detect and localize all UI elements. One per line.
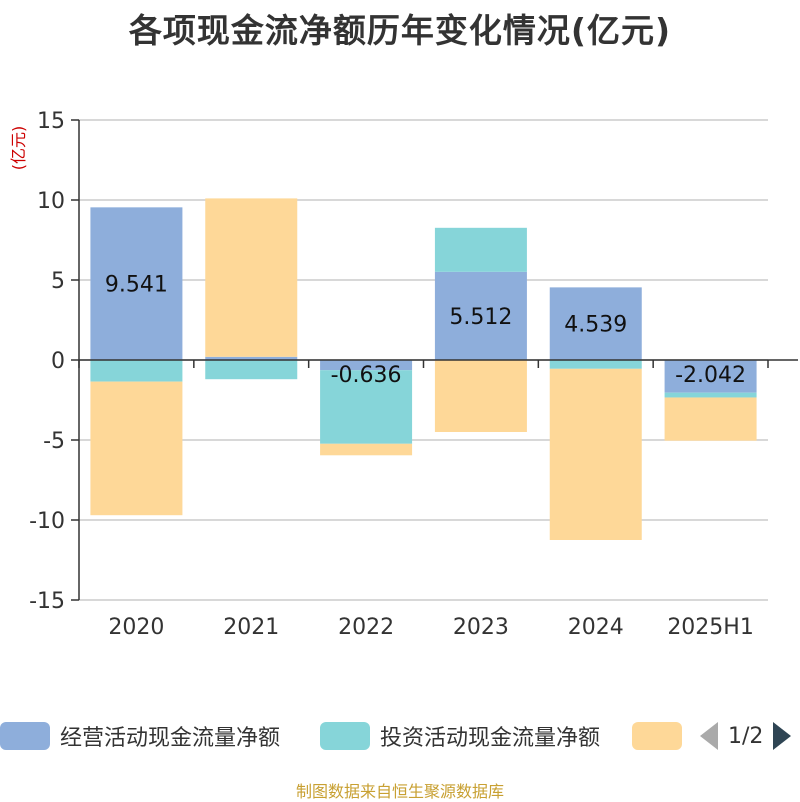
y-tick-label: 5 (51, 269, 65, 294)
legend-item-operating[interactable]: 经营活动现金流量净额 (0, 720, 280, 752)
bar-3-2021[interactable] (205, 198, 298, 357)
legend: 经营活动现金流量净额 投资活动现金流量净额 1/2 (0, 716, 800, 756)
chart-title: 各项现金流净额历年变化情况(亿元) (128, 11, 672, 50)
data-label: 4.539 (564, 313, 627, 338)
legend-label-investing: 投资活动现金流量净额 (380, 726, 601, 751)
legend-item-investing[interactable]: 投资活动现金流量净额 (320, 720, 600, 752)
legend-item-financing[interactable] (632, 720, 682, 752)
source-note: 制图数据来自恒生聚源数据库 (295, 782, 504, 801)
bar-1-2025H1[interactable] (664, 360, 757, 393)
bar-1-2024[interactable] (549, 287, 642, 360)
label-layer: 9.541 -0.636 5.512 4.539 -2.042 (105, 273, 746, 388)
data-label: 5.512 (449, 305, 512, 330)
bar-3-2022[interactable] (320, 443, 413, 456)
bar-3-2025H1[interactable] (664, 397, 757, 441)
bar-1-2021[interactable] (205, 356, 298, 360)
legend-swatch-financing (632, 722, 682, 750)
y-tick-label: -15 (29, 589, 65, 614)
x-tick-label: 2022 (338, 615, 394, 640)
axis-layer: 15 10 5 0 -5 -10 -15 2020 2021 2022 2023 2024 2025H1 (29, 109, 798, 640)
x-tick-label: 2023 (453, 615, 509, 640)
data-label: -0.636 (331, 363, 402, 388)
chart-canvas: 15 10 5 0 -5 -10 -15 2020 2021 2022 2023 2024 2025H1… (9, 109, 798, 640)
y-tick-label: 0 (51, 349, 65, 374)
legend-label-operating: 经营活动现金流量净额 (60, 726, 281, 751)
legend-swatch-operating (0, 722, 50, 750)
bar-2-2021[interactable] (205, 360, 298, 380)
legend-pager: 1/2 (700, 720, 792, 752)
y-tick-label: 10 (37, 189, 65, 214)
data-label: -2.042 (675, 363, 746, 388)
bar-2-2024[interactable] (549, 360, 642, 369)
pager-page-text: 1/2 (728, 723, 764, 749)
x-tick-label: 2024 (568, 615, 624, 640)
bar-2-2022[interactable] (320, 370, 413, 444)
bar-3-2020[interactable] (90, 381, 183, 516)
x-tick-label: 2025H1 (667, 615, 754, 640)
y-tick-label: 15 (37, 109, 65, 134)
y-tick-label: -10 (29, 509, 65, 534)
bar-2-2025H1[interactable] (664, 392, 757, 398)
bar-1-2023[interactable] (434, 271, 527, 360)
legend-swatch-investing (320, 722, 370, 750)
bar-3-2024[interactable] (549, 368, 642, 540)
bar-layer (90, 198, 757, 540)
pager-next-icon[interactable] (773, 722, 792, 750)
x-tick-label: 2021 (223, 615, 279, 640)
bar-1-2022[interactable] (320, 360, 413, 371)
pager-prev-icon[interactable] (700, 722, 718, 750)
bar-2-2023[interactable] (434, 227, 527, 272)
bar-2-2020[interactable] (90, 360, 183, 382)
x-tick-label: 2020 (108, 615, 164, 640)
bar-3-2023[interactable] (434, 360, 527, 432)
y-axis-label: (亿元) (9, 126, 28, 171)
y-tick-label: -5 (43, 429, 65, 454)
data-label: 9.541 (105, 273, 168, 298)
bar-1-2020[interactable] (90, 207, 183, 360)
